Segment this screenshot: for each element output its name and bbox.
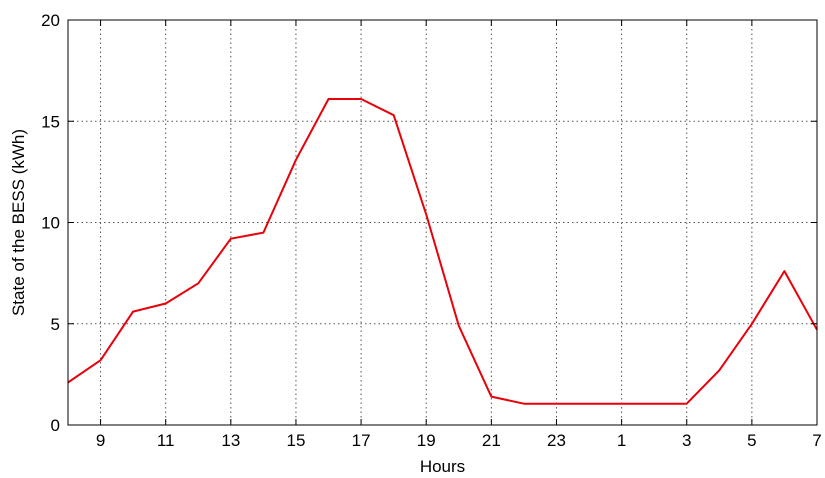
x-tick-label: 15 [286,431,305,450]
x-tick-label: 11 [157,431,175,450]
y-axis-title: State of the BESS (kWh) [9,129,28,316]
x-tick-label: 23 [547,431,566,450]
y-tick-label: 5 [51,315,60,334]
x-tick-label: 21 [482,431,501,450]
y-axis-ticks: 0 5 10 15 20 [41,11,817,435]
x-tick-label: 17 [352,431,371,450]
y-tick-label: 15 [41,112,60,131]
y-tick-label: 10 [41,214,60,233]
x-axis-title: Hours [420,457,465,476]
series-layer [67,98,818,405]
y-tick-label: 20 [41,11,60,30]
grid-lines [68,20,818,425]
x-tick-label: 1 [617,431,626,450]
x-tick-label: 5 [747,431,756,450]
x-axis-ticks: 9 11 13 15 17 19 21 23 1 3 5 7 [96,20,822,450]
y-tick-label: 0 [51,416,60,435]
x-tick-label: 9 [96,431,105,450]
x-tick-label: 7 [812,431,821,450]
x-tick-label: 13 [221,431,240,450]
x-tick-label: 19 [417,431,436,450]
bess-state-line [67,98,818,405]
x-tick-label: 3 [682,431,691,450]
